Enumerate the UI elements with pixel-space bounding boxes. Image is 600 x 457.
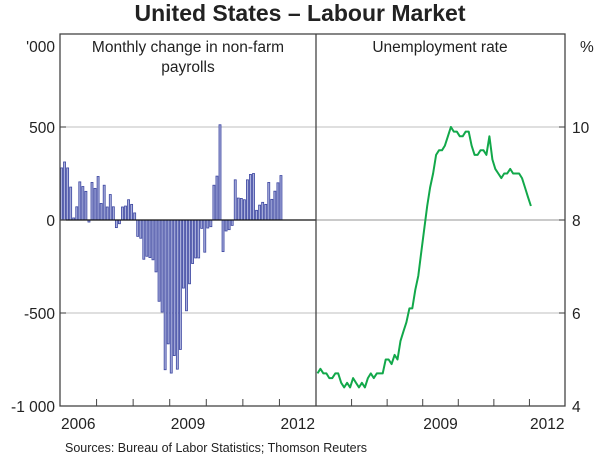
- x-tick-label-right: 2012: [530, 416, 564, 433]
- payroll-bar: [206, 219, 210, 229]
- payroll-bar: [200, 219, 204, 229]
- payroll-bar: [261, 201, 265, 221]
- payroll-bar: [66, 167, 70, 221]
- payroll-bar: [279, 175, 283, 221]
- x-tick-label-left: 2009: [171, 416, 205, 433]
- payroll-bar: [230, 219, 234, 226]
- payroll-bar: [273, 190, 277, 221]
- payroll-bar: [270, 198, 274, 221]
- payroll-bar: [60, 167, 63, 221]
- payroll-bar: [267, 182, 271, 221]
- y-tick-label-right: 4: [572, 399, 581, 416]
- left-panel-title-line1: Monthly change in non-farm: [92, 39, 284, 56]
- payroll-bar: [124, 205, 127, 221]
- chart-title: United States – Labour Market: [134, 0, 465, 26]
- payroll-bar: [151, 219, 155, 261]
- payroll-bar: [84, 190, 88, 221]
- payroll-bar: [93, 187, 97, 221]
- payroll-bar: [246, 179, 249, 221]
- payroll-bar: [224, 219, 228, 232]
- x-tick-label-left: 2006: [61, 416, 95, 433]
- payroll-bar: [252, 173, 255, 221]
- payroll-bar: [218, 124, 222, 221]
- x-tick-label-right: 2009: [423, 416, 457, 433]
- payroll-bar: [114, 219, 118, 229]
- payroll-bar: [111, 206, 115, 221]
- payroll-bar: [264, 203, 268, 221]
- payroll-bar: [139, 219, 143, 239]
- payroll-bar: [188, 219, 191, 285]
- payroll-bar: [215, 175, 219, 221]
- payroll-bar: [96, 176, 100, 221]
- left-unit-label: '000: [26, 39, 55, 56]
- x-tick-label-left: 2012: [280, 416, 314, 433]
- payroll-bar: [166, 219, 170, 345]
- payroll-bar: [121, 206, 124, 221]
- payroll-bar: [145, 219, 149, 257]
- payroll-bar: [209, 219, 213, 228]
- plot-frame: [59, 33, 566, 407]
- gridlines: [60, 126, 565, 314]
- payroll-bar: [236, 197, 240, 221]
- payroll-bar: [130, 203, 134, 221]
- payroll-bar: [102, 184, 106, 221]
- payroll-bar: [182, 219, 185, 289]
- y-tick-label-left: -500: [24, 306, 55, 323]
- y-tick-label-left: 500: [29, 120, 55, 137]
- source-note: Sources: Bureau of Labor Statistics; Tho…: [65, 441, 367, 455]
- right-panel-title: Unemployment rate: [372, 39, 507, 56]
- payroll-bar: [197, 219, 201, 259]
- payroll-bar: [105, 206, 109, 221]
- y-tick-label-right: 8: [572, 213, 581, 230]
- payroll-bar: [90, 182, 94, 221]
- payroll-bar: [227, 219, 231, 231]
- payroll-bar: [81, 186, 85, 221]
- payroll-bar: [249, 174, 252, 221]
- payroll-bar: [276, 182, 280, 221]
- payroll-bar: [175, 219, 179, 370]
- payroll-bar: [148, 219, 152, 258]
- payroll-bar: [203, 219, 207, 253]
- payroll-bar: [163, 219, 167, 371]
- payroll-bar: [258, 204, 262, 221]
- payroll-bar: [212, 184, 216, 221]
- payroll-bar: [136, 219, 140, 237]
- payroll-bar: [78, 181, 82, 221]
- payroll-bar: [160, 219, 164, 313]
- payroll-bar: [194, 219, 198, 259]
- payroll-bar: [108, 194, 112, 221]
- payroll-bar: [133, 212, 137, 221]
- payroll-bar: [221, 219, 225, 253]
- payroll-bar: [127, 199, 130, 221]
- payroll-bar: [255, 209, 258, 221]
- payroll-bar: [154, 219, 158, 273]
- payroll-bar: [239, 198, 243, 221]
- payroll-bar: [69, 186, 73, 221]
- payroll-bar: [142, 219, 146, 260]
- y-tick-label-right: 6: [572, 306, 581, 323]
- payroll-bar: [63, 161, 66, 221]
- y-tick-label-left: 0: [46, 213, 55, 230]
- y-tick-label-left: -1 000: [11, 399, 55, 416]
- tick-labels: 500 0 -500 -1 000 10 8 6 4 2006 2009 2012 2009 2012: [11, 120, 590, 433]
- payroll-bar: [242, 199, 246, 221]
- payroll-bar: [169, 219, 173, 374]
- payroll-bars: [60, 124, 316, 374]
- right-unit-label: %: [580, 39, 594, 56]
- y-tick-label-right: 10: [572, 120, 590, 137]
- payroll-bar: [157, 219, 161, 302]
- unemployment-line: [316, 126, 532, 389]
- payroll-bar: [185, 219, 188, 312]
- left-panel-title-line2: payrolls: [161, 59, 215, 76]
- payroll-bar: [172, 219, 176, 356]
- payroll-bar: [191, 219, 194, 264]
- unemployment-line-group: [316, 126, 532, 389]
- payroll-bar: [233, 179, 237, 221]
- payroll-bar: [178, 219, 182, 350]
- payroll-bar: [75, 206, 79, 221]
- payroll-bar: [99, 203, 103, 221]
